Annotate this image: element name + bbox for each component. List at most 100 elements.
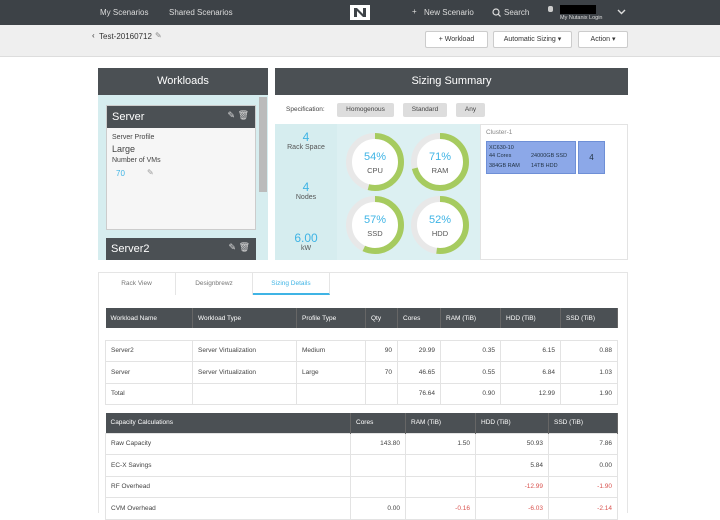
column-header: RAM (TiB) — [440, 308, 501, 328]
chevron[interactable] — [617, 9, 626, 15]
spec-option[interactable]: Standard — [403, 103, 447, 117]
gauges: 54% CPU 71% RAM 57% SSD 52% HDD — [346, 133, 469, 254]
field-value: Large — [112, 144, 136, 154]
column-header: Capacity Calculations — [105, 413, 351, 433]
stat-label: Rack Space — [287, 144, 325, 151]
gauge-arc — [346, 133, 404, 191]
table-row: CVM Overhead 0.00 -0.16 -6.03 -2.14 — [105, 497, 618, 520]
cell: CVM Overhead — [105, 497, 351, 520]
cell: 70 — [365, 361, 398, 384]
gauge-label: CPU — [367, 166, 383, 175]
cell: 0.00 — [350, 497, 406, 520]
table-row: RF Overhead -12.99 -1.90 — [105, 475, 618, 498]
node-count: 4 — [578, 141, 605, 174]
plus-icon: + — [412, 7, 417, 16]
panel-title: Sizing Summary — [275, 68, 628, 95]
cell: 0.88 — [560, 339, 618, 362]
edit-icon[interactable]: ✎ — [155, 31, 162, 40]
toolbar: ‹ Test-20160712 ✎ + Workload Automatic S… — [0, 25, 720, 57]
scrollbar[interactable] — [259, 97, 267, 192]
cluster-area: Cluster-1 XC630-10 44 Cores 24000GB SSD … — [480, 124, 628, 260]
cell: 50.93 — [475, 432, 549, 455]
search[interactable]: Search — [504, 8, 530, 17]
gauge-label: SSD — [367, 229, 383, 238]
cell: -0.16 — [405, 497, 476, 520]
tab[interactable]: Sizing Details — [253, 272, 330, 295]
cell: Server — [105, 361, 193, 384]
empty-cell — [296, 382, 366, 405]
workload-table: Workload Name Workload Type Profile Type Qt… — [105, 308, 618, 405]
cell: -1.90 — [548, 475, 618, 498]
button-label: Workload — [444, 36, 475, 43]
nav-link[interactable]: Shared Scenarios — [169, 8, 233, 17]
spec-option[interactable]: Any — [456, 103, 485, 117]
field-value: 70 — [116, 169, 125, 178]
action-dropdown[interactable]: Action ▾ — [578, 31, 628, 48]
card-title: Server — [107, 106, 255, 128]
gauge-label: HDD — [432, 229, 449, 238]
empty-cell — [350, 475, 406, 498]
column-header: Profile Type — [296, 308, 366, 328]
cell: RF Overhead — [105, 475, 351, 498]
button-label: Action — [590, 36, 610, 43]
cell: EC-X Savings — [105, 454, 351, 477]
tab[interactable]: Rack View — [98, 272, 176, 295]
edit-icon[interactable]: ✎ — [147, 168, 154, 177]
gauge-value: 54% — [364, 151, 386, 163]
top-nav: My Scenarios Shared Scenarios + New Scen… — [0, 0, 720, 25]
gauge-arc — [411, 196, 469, 254]
stat: 4 Rack Space — [275, 130, 337, 151]
stat-value: 6.00 — [294, 231, 318, 245]
header-row: Capacity Calculations Cores RAM (TiB) HDD (… — [105, 413, 618, 433]
gauge-value: 57% — [364, 214, 386, 226]
logo[interactable] — [350, 5, 370, 20]
stat-value: 4 — [302, 180, 310, 194]
column-header: HDD (TiB) — [500, 308, 561, 328]
column-header: Cores — [397, 308, 441, 328]
cell: 29.99 — [397, 339, 441, 362]
node-box[interactable]: XC630-10 44 Cores 24000GB SSD 384GB RAM … — [486, 141, 576, 174]
stat-value: 4 — [302, 130, 310, 144]
empty-cell — [365, 382, 398, 405]
cell: 1.90 — [560, 382, 618, 405]
add-workload-button[interactable]: + Workload — [425, 31, 488, 48]
cell: 0.55 — [440, 361, 501, 384]
column-header: RAM (TiB) — [405, 413, 476, 433]
cell: 5.84 — [475, 454, 549, 477]
workload-card[interactable]: Server2 ✎ 🗑 — [106, 238, 256, 260]
column-header: Workload Type — [192, 308, 297, 328]
spacer-row — [106, 328, 618, 340]
empty-cell — [405, 454, 476, 477]
cell: 0.00 — [548, 454, 618, 477]
cell: 6.15 — [500, 339, 561, 362]
column-header: Workload Name — [105, 308, 193, 328]
card-icons[interactable]: ✎ 🗑 — [228, 242, 250, 252]
cell: 1.03 — [560, 361, 618, 384]
nav-link[interactable]: My Scenarios — [100, 8, 149, 17]
workload-card[interactable]: Server ✎ 🗑 Server Profile Large Number o… — [106, 105, 256, 230]
login[interactable]: My Nutanix Login — [560, 15, 603, 21]
cell: Server Virtualization — [192, 339, 297, 362]
back-arrow[interactable]: ‹ — [92, 31, 95, 40]
cluster-name: Cluster-1 — [486, 129, 513, 136]
cell: -2.14 — [548, 497, 618, 520]
cell: 1.50 — [405, 432, 476, 455]
header-row: Workload Name Workload Type Profile Type Qt… — [105, 308, 618, 328]
stat: 6.00 kW — [275, 231, 337, 252]
cell: 143.80 — [350, 432, 406, 455]
tab[interactable]: Designbrewz — [176, 272, 253, 295]
cell: 6.84 — [500, 361, 561, 384]
empty-cell — [192, 382, 297, 405]
search-icon — [492, 8, 501, 17]
spec-option[interactable]: Homogenous — [337, 103, 394, 117]
capacity-table: Capacity Calculations Cores RAM (TiB) HDD (… — [105, 413, 618, 520]
details-panel — [98, 272, 628, 513]
cell: Large — [296, 361, 366, 384]
cell: 0.35 — [440, 339, 501, 362]
node-spec: 14TB HDD — [531, 163, 558, 169]
new-scenario[interactable]: New Scenario — [424, 8, 474, 17]
cell: 0.90 — [440, 382, 501, 405]
sizing-mode-dropdown[interactable]: Automatic Sizing ▾ — [493, 31, 572, 48]
card-icons[interactable]: ✎ 🗑 — [227, 110, 249, 120]
column-header: SSD (TiB) — [548, 413, 618, 433]
